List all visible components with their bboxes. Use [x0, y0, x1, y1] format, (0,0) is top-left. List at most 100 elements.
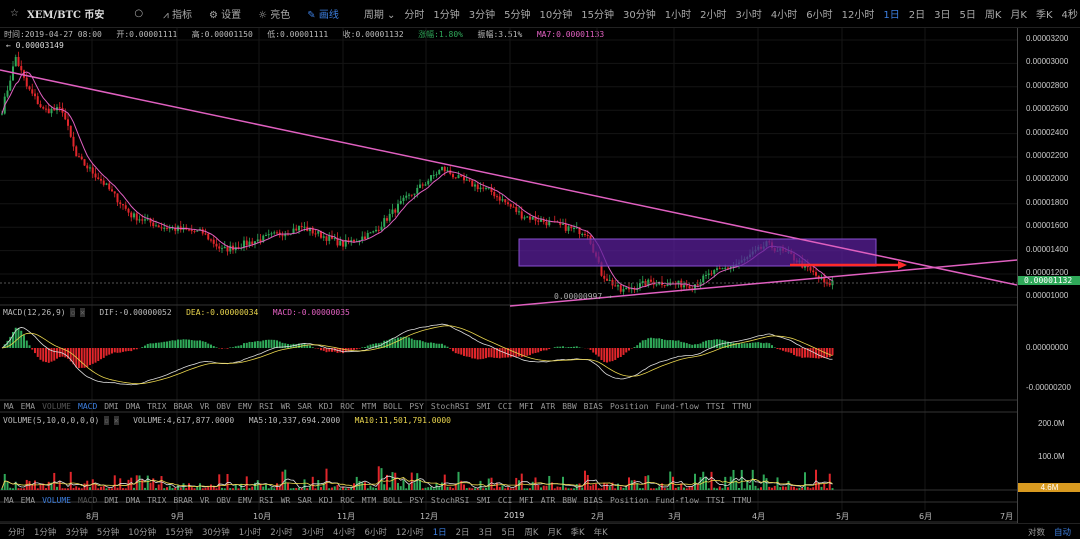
timeframe-10[interactable]: 4小时: [770, 10, 798, 21]
indicator-tab-dmi[interactable]: DMI: [104, 402, 119, 411]
indicator-tab-brar[interactable]: BRAR: [173, 496, 193, 505]
star-icon[interactable]: ☆: [10, 8, 19, 19]
indicator-tab-dma[interactable]: DMA: [125, 402, 141, 411]
indicator-tab-kdj[interactable]: KDJ: [318, 496, 334, 505]
bottom-timeframe-16[interactable]: 5日: [501, 527, 516, 538]
bottom-timeframe-8[interactable]: 2小时: [270, 527, 293, 538]
indicator-tab-cci[interactable]: CCI: [497, 402, 513, 411]
indicator-tab-volume[interactable]: VOLUME: [42, 402, 71, 411]
auto-scale-button[interactable]: 自动: [1053, 527, 1071, 538]
indicator-tab-macd[interactable]: MACD: [78, 402, 98, 411]
indicator-tab-rsi[interactable]: RSI: [259, 496, 274, 505]
indicator-tab-boll[interactable]: BOLL: [383, 496, 403, 505]
indicator-tab-boll[interactable]: BOLL: [383, 402, 403, 411]
indicator-tab-fund-flow[interactable]: Fund-flow: [655, 496, 699, 505]
indicator-tab-smi[interactable]: SMI: [476, 496, 491, 505]
indicator-tab-vr[interactable]: VR: [199, 496, 210, 505]
bottom-timeframe-13[interactable]: 1日: [432, 527, 447, 538]
indicator-tab-atr[interactable]: ATR: [540, 496, 556, 505]
timeframe-11[interactable]: 6小时: [806, 10, 833, 21]
bottom-timeframe-15[interactable]: 3日: [478, 527, 493, 538]
indicator-tab-wr[interactable]: WR: [280, 402, 291, 411]
timeframe-5[interactable]: 15分钟: [581, 10, 614, 21]
timeframe-18[interactable]: 月K: [1010, 10, 1027, 21]
timeframe-15[interactable]: 3日: [934, 10, 951, 21]
price-axis[interactable]: 0.00003200 0.00003000 0.00002800 0.00002600…: [1017, 28, 1080, 523]
volume-close-icon[interactable]: ✕: [113, 416, 119, 425]
timeframe-1[interactable]: 1分钟: [433, 10, 460, 21]
log-scale-button[interactable]: 对数: [1027, 527, 1045, 538]
indicator-tab-wr[interactable]: WR: [280, 496, 291, 505]
indicator-tab-bias[interactable]: BIAS: [583, 496, 603, 505]
indicator-tab-mfi[interactable]: MFI: [519, 402, 534, 411]
indicator-tab-emv[interactable]: EMV: [237, 496, 253, 505]
indicator-tab-sar[interactable]: SAR: [297, 402, 312, 411]
indicator-tab-bias[interactable]: BIAS: [583, 402, 603, 411]
timeframe-17[interactable]: 周K: [984, 10, 1002, 21]
indicator-tab-ema[interactable]: EMA: [20, 402, 36, 411]
bottom-timeframe-20[interactable]: 年K: [593, 527, 608, 538]
indicator-tab-atr[interactable]: ATR: [540, 402, 556, 411]
bottom-timeframe-12[interactable]: 12小时: [395, 527, 424, 538]
timeframe-9[interactable]: 3小时: [735, 10, 762, 21]
timeframe-13[interactable]: 1日: [883, 10, 900, 21]
timeframe-16[interactable]: 5日: [959, 10, 976, 21]
indicator-tab-bbw[interactable]: BBW: [562, 402, 577, 411]
timeframe-6[interactable]: 30分钟: [623, 10, 656, 21]
indicator-tab-stochrsi[interactable]: StochRSI: [430, 496, 470, 505]
indicator-button[interactable]: ⩘ 指标: [163, 10, 192, 21]
timeframe-8[interactable]: 2小时: [700, 10, 727, 21]
bottom-timeframe-18[interactable]: 月K: [547, 527, 562, 538]
bottom-timeframe-9[interactable]: 3小时: [301, 527, 325, 538]
timeframe-3[interactable]: 5分钟: [504, 10, 531, 21]
bottom-timeframe-5[interactable]: 15分钟: [165, 527, 193, 538]
indicator-tab-ttmu[interactable]: TTMU: [732, 402, 752, 411]
period-dropdown[interactable]: 周期 ⌄: [363, 10, 396, 21]
timeframe-4[interactable]: 10分钟: [539, 10, 573, 21]
indicator-tab-brar[interactable]: BRAR: [173, 402, 193, 411]
indicator-tab-roc[interactable]: ROC: [340, 402, 355, 411]
indicator-tab-cci[interactable]: CCI: [497, 496, 513, 505]
theme-button[interactable]: ☼ 亮色: [258, 10, 291, 21]
bottom-timeframe-2[interactable]: 3分钟: [65, 527, 88, 538]
indicator-tab-obv[interactable]: OBV: [216, 402, 231, 411]
draw-button[interactable]: ✎ 画线: [307, 10, 339, 21]
indicator-tab-bbw[interactable]: BBW: [562, 496, 577, 505]
indicator-tab-ttsi[interactable]: TTSI: [705, 496, 726, 505]
macd-close-icon[interactable]: ✕: [80, 308, 85, 317]
search-icon[interactable]: ○: [134, 8, 144, 19]
bottom-timeframe-17[interactable]: 周K: [524, 527, 539, 538]
indicator-tab-ttmu[interactable]: TTMU: [732, 496, 752, 505]
indicator-tab-volume[interactable]: VOLUME: [42, 496, 71, 505]
indicator-tab-dmi[interactable]: DMI: [104, 496, 119, 505]
settings-button[interactable]: ⚙ 设置: [208, 10, 242, 21]
bottom-timeframe-7[interactable]: 1小时: [238, 527, 262, 538]
timeframe-14[interactable]: 2日: [908, 10, 926, 21]
bottom-timeframe-1[interactable]: 1分钟: [34, 527, 57, 538]
volume-settings-icon[interactable]: ▫: [104, 416, 109, 425]
indicator-tab-dma[interactable]: DMA: [125, 496, 141, 505]
indicator-tab-stochrsi[interactable]: StochRSI: [430, 402, 470, 411]
bottom-timeframe-11[interactable]: 6小时: [364, 527, 387, 538]
bottom-timeframe-10[interactable]: 4小时: [333, 527, 356, 538]
indicator-tab-macd[interactable]: MACD: [78, 496, 98, 505]
timeframe-2[interactable]: 3分钟: [468, 10, 496, 21]
bottom-timeframe-19[interactable]: 季K: [570, 527, 585, 538]
refresh-interval[interactable]: 4秒: [1061, 10, 1078, 21]
indicator-tab-vr[interactable]: VR: [199, 402, 210, 411]
indicator-tab-rsi[interactable]: RSI: [259, 402, 274, 411]
indicator-tab-emv[interactable]: EMV: [237, 402, 253, 411]
indicator-tab-ma[interactable]: MA: [4, 496, 14, 505]
indicator-tab-position[interactable]: Position: [609, 402, 649, 411]
macd-settings-icon[interactable]: ▫: [70, 308, 76, 317]
indicator-tab-position[interactable]: Position: [609, 496, 649, 505]
indicator-tab-ttsi[interactable]: TTSI: [705, 402, 726, 411]
timeframe-0[interactable]: 分时: [404, 10, 425, 21]
bottom-timeframe-6[interactable]: 30分钟: [201, 527, 230, 538]
indicator-tab-psy[interactable]: PSY: [409, 496, 424, 505]
indicator-tab-psy[interactable]: PSY: [409, 402, 424, 411]
bottom-timeframe-14[interactable]: 2日: [455, 527, 470, 538]
indicator-tab-obv[interactable]: OBV: [216, 496, 231, 505]
indicator-tab-trix[interactable]: TRIX: [147, 496, 167, 505]
